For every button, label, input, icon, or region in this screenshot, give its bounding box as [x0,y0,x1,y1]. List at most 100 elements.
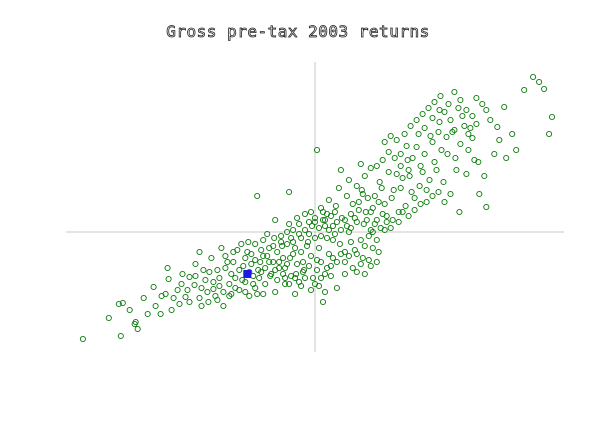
data-point [389,216,396,224]
data-point [359,190,366,198]
data-point [208,254,215,262]
data-point [364,194,371,202]
data-point [298,282,305,290]
data-point [455,104,462,112]
data-point [407,122,414,130]
data-point [475,158,482,166]
data-point [299,258,307,266]
data-point [331,208,338,216]
data-point [296,230,303,238]
data-point [395,208,402,216]
data-point [405,166,412,174]
data-point [184,286,191,294]
data-point [270,242,277,250]
chart-title: Gross pre-tax 2003 returns [166,22,430,42]
data-point [413,116,420,124]
data-point [168,306,175,314]
data-point [301,210,309,218]
data-point [473,94,480,102]
data-point [494,123,501,131]
data-point [347,224,354,232]
data-point [443,133,450,141]
data-point [192,260,199,268]
data-point [425,104,432,112]
data-point [438,146,445,154]
data-point [536,78,543,86]
data-point [357,236,364,244]
data-point [369,244,376,252]
data-point [371,220,378,228]
data-point [307,252,315,260]
data-point [327,272,334,280]
data-point [353,250,360,258]
data-point [360,220,367,228]
data-point [347,210,354,218]
data-point [157,310,164,318]
data-point [140,294,147,302]
data-point [126,306,133,314]
data-point [240,262,247,270]
data-point [421,124,428,132]
data-point [222,264,229,272]
data-point [311,214,319,222]
data-point [431,98,438,106]
data-point [305,218,313,226]
data-point [262,280,269,288]
data-point [399,208,406,216]
data-point [387,224,394,232]
data-point [333,258,340,266]
data-point [303,242,311,250]
data-point [355,206,362,214]
data-point [244,248,251,256]
data-point [361,242,368,250]
data-point [541,85,548,93]
data-point [409,154,416,162]
data-point [513,146,520,154]
data-point [178,280,185,288]
data-point [401,130,408,138]
data-point [293,270,300,278]
data-point [284,240,291,248]
data-point [325,226,332,234]
data-point [319,216,327,224]
data-point [469,134,476,142]
data-point [341,216,348,224]
data-point [377,224,384,232]
data-point [250,272,257,280]
data-point [403,142,410,150]
highlighted-point [243,270,252,278]
data-point [165,275,172,283]
data-point [406,172,413,180]
data-point [301,274,309,282]
data-point [415,130,422,138]
data-point [333,218,340,226]
data-point [345,252,352,260]
data-point [491,150,498,158]
data-point [467,124,474,132]
data-point [230,258,237,266]
data-point [341,270,348,278]
data-point [179,270,186,278]
data-point [258,268,265,276]
data-point [373,236,380,244]
data-point [254,192,261,200]
data-point [309,274,317,282]
data-point [321,216,329,224]
data-point [228,270,235,278]
data-point [476,190,483,198]
data-point [481,172,488,180]
data-point [274,248,281,256]
data-point [436,106,443,114]
data-point [226,280,233,288]
data-point [315,244,323,252]
data-point [186,298,193,306]
data-point [305,262,313,270]
data-point [351,214,358,222]
data-point [282,264,289,272]
data-point [365,256,372,264]
data-point [232,274,239,282]
data-point [282,280,289,288]
data-point [270,258,277,266]
data-point [337,226,344,234]
data-point [317,274,325,282]
